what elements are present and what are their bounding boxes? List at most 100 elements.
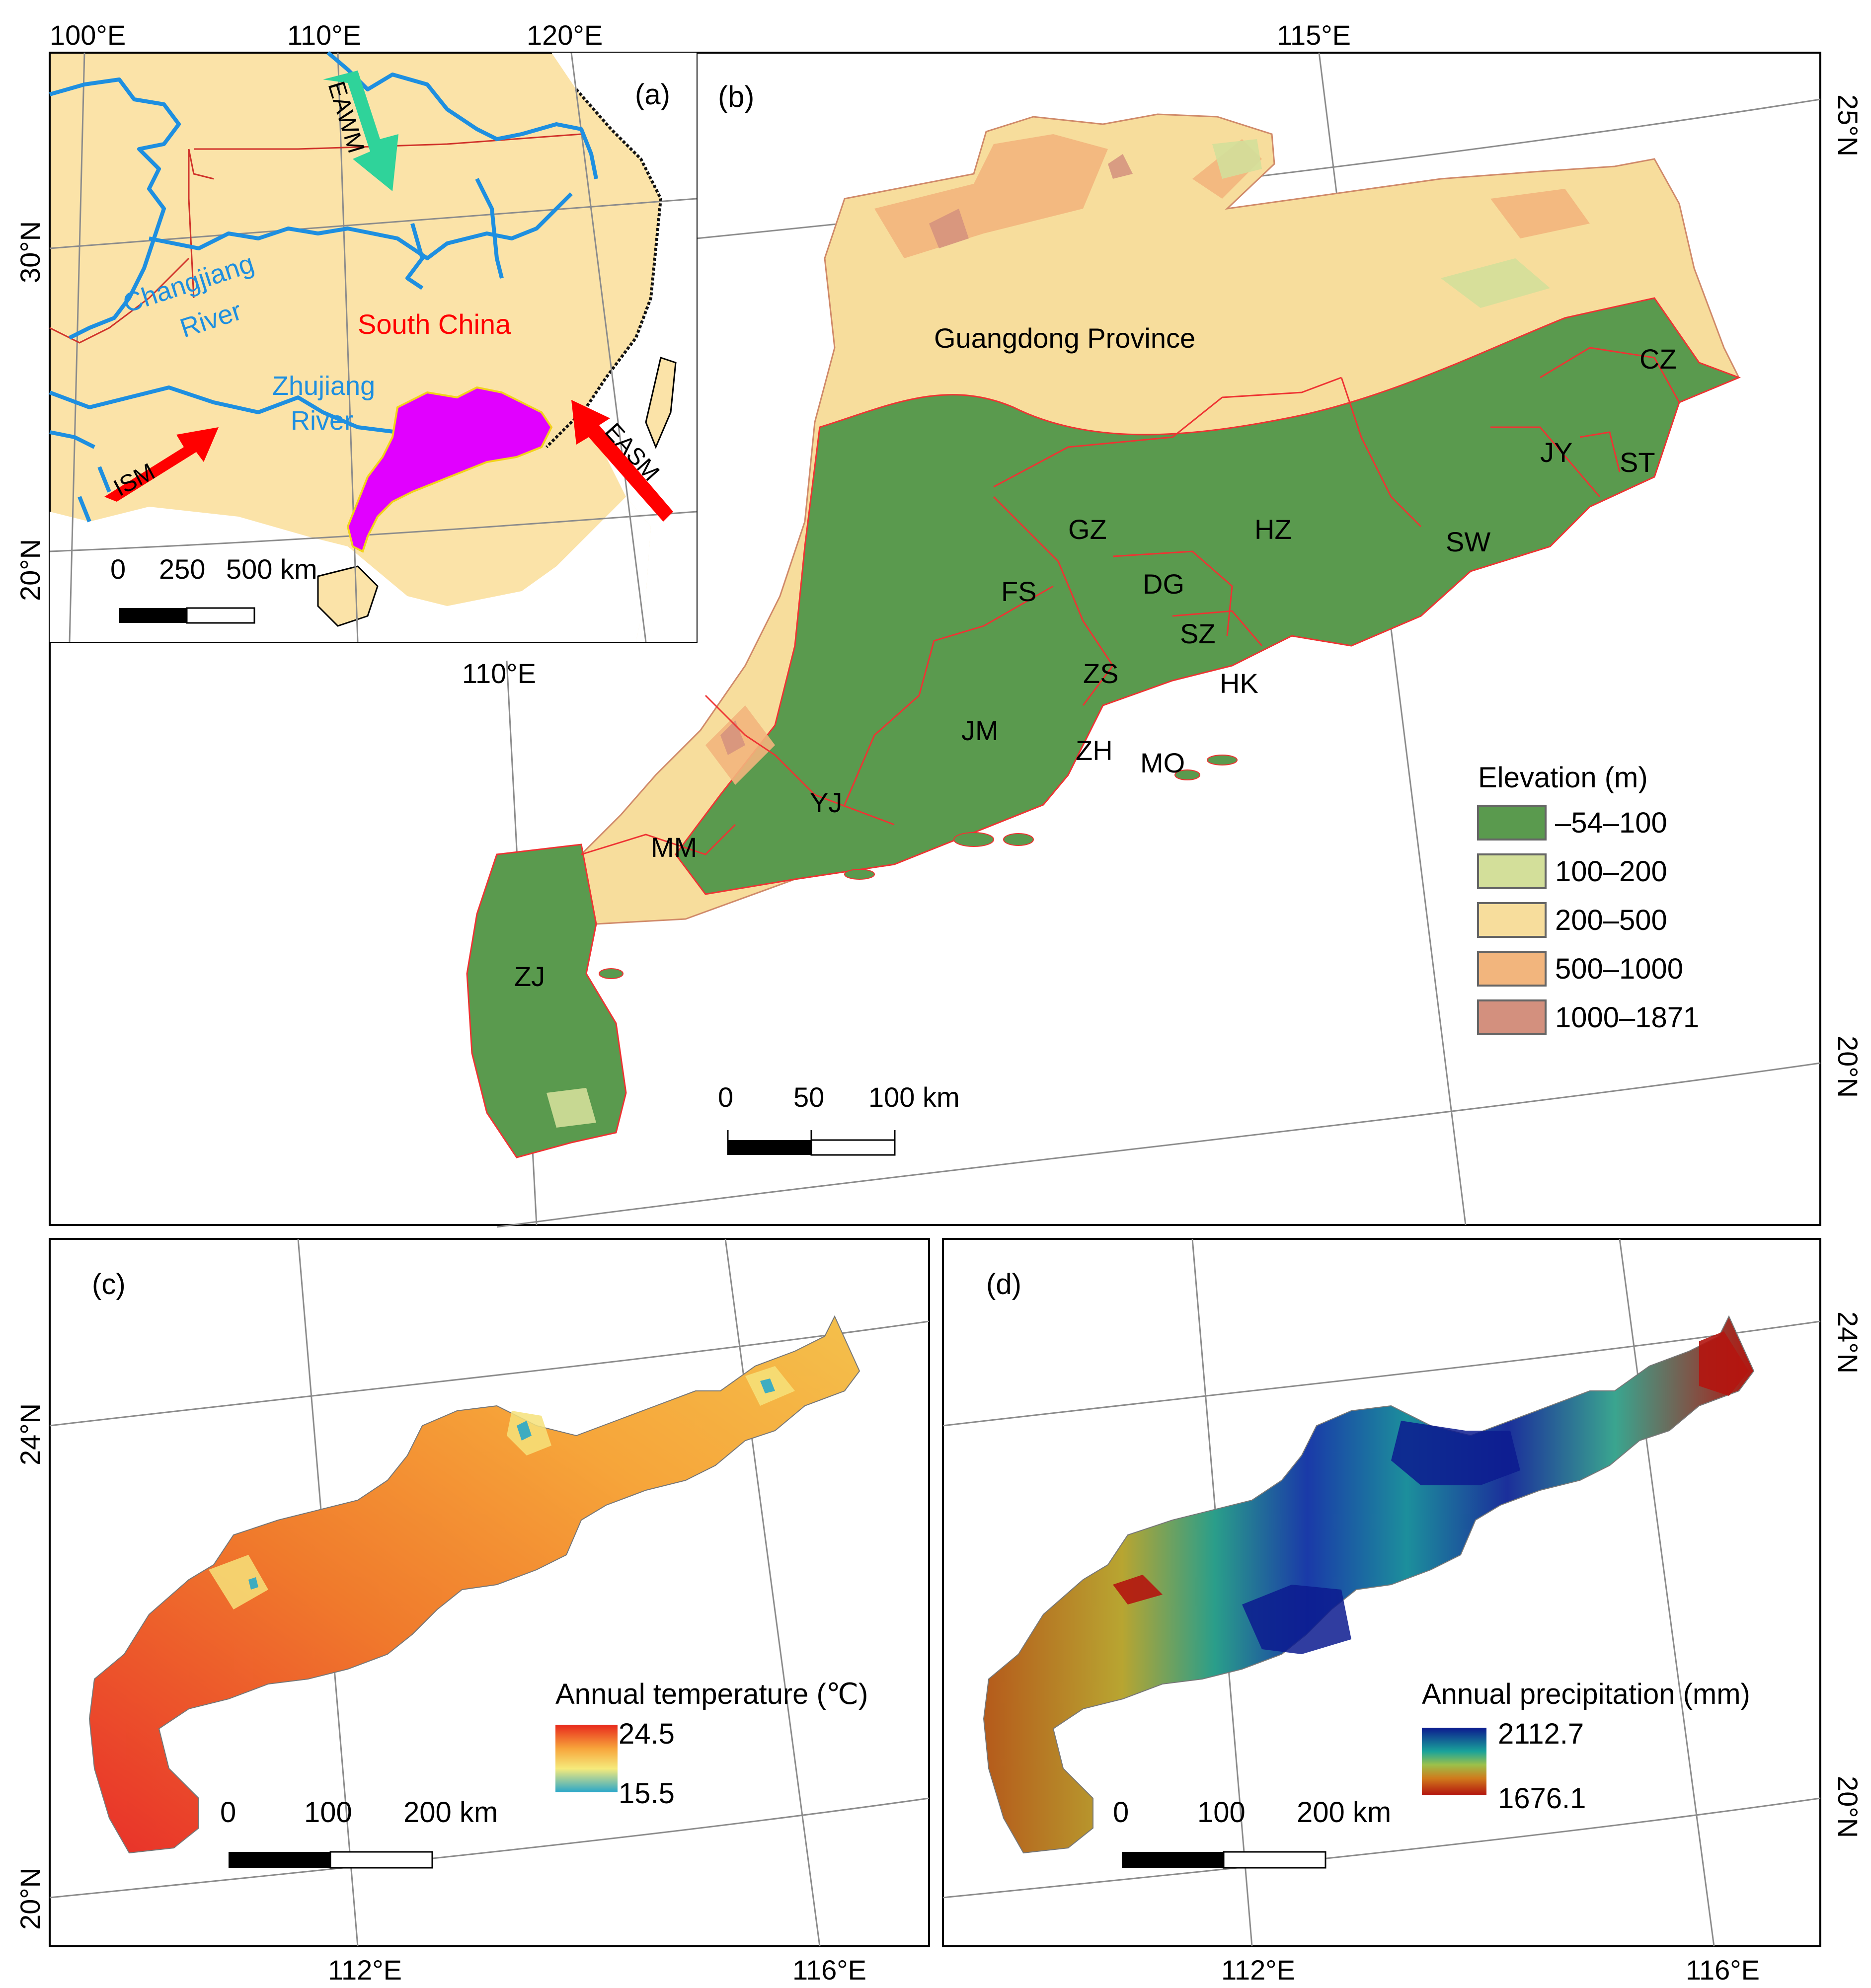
islands: [599, 755, 1238, 979]
scale-b-0: 0: [718, 1081, 733, 1113]
city-label-jm: JM: [961, 715, 999, 746]
panel-c-graticule: [49, 1238, 930, 1947]
panel-a-lon-120: 120°E: [527, 19, 603, 51]
city-labels: CZ JY ST SW HZ GZ DG FS SZ ZS HK JM ZH M…: [514, 343, 1677, 992]
temperature-colorbar: [555, 1725, 618, 1792]
eawm-arrow: [323, 71, 398, 191]
elevation-swatch-1: [1477, 853, 1547, 889]
city-label-jy: JY: [1540, 437, 1572, 468]
elevation-swatch-2: [1477, 902, 1547, 938]
changjiang-river: [149, 192, 573, 260]
panel-b: (b) 115°E Guangdong Province 25°N 20°N C…: [49, 19, 1864, 1228]
city-label-dg: DG: [1143, 568, 1184, 600]
scale-b-100: 100 km: [868, 1081, 960, 1113]
taiwan-island: [645, 357, 677, 449]
city-label-zj: ZJ: [514, 961, 545, 992]
ism-arrow: [104, 427, 219, 502]
hainan-island: [317, 565, 379, 627]
province-lowlands: [675, 297, 1741, 895]
scale-b-50: 50: [793, 1081, 824, 1113]
scale-d-0: 0: [1113, 1796, 1129, 1829]
panel-d-scale-bar: 0 100 200 km: [1113, 1796, 1391, 1869]
precipitation-wettest-areas: [1242, 1421, 1520, 1654]
panel-a-lat-20: 20°N: [14, 539, 46, 601]
elevation-legend-label-4: 1000–1871: [1555, 1001, 1699, 1034]
guangdong-map: [466, 113, 1741, 1158]
city-label-yj: YJ: [810, 787, 842, 818]
elevation-legend: Elevation (m) –54–100 100–200 200–500 500–1…: [1477, 762, 1699, 1035]
panel-b-scale-bar: 0 50 100 km: [718, 1081, 960, 1156]
south-china-label: South China: [358, 308, 511, 340]
city-label-cz: CZ: [1639, 343, 1677, 375]
panel-c-label: (c): [92, 1268, 126, 1300]
panel-a-bottom-lon: 110°E: [462, 658, 536, 689]
panel-c-lon-112: 112°E: [328, 1954, 402, 1986]
panel-b-lat-25: 25°N: [1832, 94, 1864, 156]
city-label-hk: HK: [1220, 668, 1258, 699]
guangdong-highlight: [346, 386, 553, 553]
scale-a-250: 250: [159, 553, 205, 585]
panel-c-scale-bar: 0 100 200 km: [220, 1796, 498, 1869]
scale-d-100: 100: [1197, 1796, 1246, 1829]
panel-b-label: (b): [718, 80, 754, 113]
elevation-swatch-3: [1477, 951, 1547, 987]
elevation-swatch-4: [1477, 999, 1547, 1035]
panel-d: (d) 24°N 20°N 112°E 116°E Annual precipi…: [942, 1238, 1864, 1986]
scale-b-black: [728, 1140, 811, 1155]
sea: [551, 53, 697, 642]
panel-d-lat-24: 24°N: [1832, 1311, 1864, 1374]
panel-a-lon-100: 100°E: [50, 19, 126, 51]
panel-c-lon-116: 116°E: [792, 1954, 866, 1986]
city-label-st: ST: [1620, 447, 1655, 478]
panel-c-lat-24: 24°N: [14, 1403, 46, 1465]
zhujiang-label-2: River: [291, 406, 353, 436]
scale-b-white: [810, 1139, 896, 1156]
city-label-gz: GZ: [1068, 514, 1107, 545]
zhujiang-label-1: Zhujiang: [272, 371, 375, 401]
city-label-sz: SZ: [1180, 618, 1216, 649]
city-label-mo: MO: [1140, 747, 1185, 778]
scale-c-100: 100: [304, 1796, 352, 1829]
city-label-sw: SW: [1446, 526, 1490, 557]
precipitation-legend-title: Annual precipitation (mm): [1422, 1678, 1750, 1710]
elevation-legend-label-0: –54–100: [1555, 807, 1667, 839]
scale-c-0: 0: [220, 1796, 236, 1829]
city-label-fs: FS: [1001, 576, 1037, 607]
panel-d-lon-112: 112°E: [1221, 1954, 1295, 1986]
precipitation-map: [983, 1315, 1755, 1854]
city-label-zh: ZH: [1076, 735, 1113, 766]
scale-a-500: 500 km: [226, 553, 317, 585]
panel-d-lon-116: 116°E: [1686, 1954, 1760, 1986]
elevation-legend-title: Elevation (m): [1478, 762, 1648, 794]
city-label-mm: MM: [651, 832, 697, 863]
precipitation-legend-min: 1676.1: [1498, 1782, 1586, 1815]
elevation-legend-label-2: 200–500: [1555, 904, 1667, 936]
temperature-legend-title: Annual temperature (℃): [555, 1678, 868, 1710]
panel-c-lat-20: 20°N: [14, 1868, 46, 1930]
zj-peninsula: [466, 843, 627, 1158]
scale-c-200: 200 km: [403, 1796, 498, 1829]
panel-d-lat-20: 20°N: [1832, 1776, 1864, 1838]
city-label-hz: HZ: [1254, 514, 1292, 545]
panel-a-label: (a): [635, 78, 670, 111]
panel-a-scale-bar: [119, 607, 255, 624]
easm-arrow: [571, 400, 673, 522]
panel-d-label: (d): [986, 1268, 1021, 1300]
panel-a-graticule: [49, 52, 697, 642]
scale-d-200: 200 km: [1297, 1796, 1391, 1829]
elevation-swatch-0: [1477, 805, 1547, 841]
precipitation-colorbar: [1422, 1728, 1486, 1795]
coastline: [545, 88, 663, 449]
panel-b-top-lon: 115°E: [1277, 19, 1351, 51]
temperature-map: [88, 1315, 860, 1854]
temperature-legend-max: 24.5: [619, 1718, 675, 1750]
high-mountains: [705, 134, 1590, 785]
panel-a: (a) 100°E 110°E 120°E 30°N 20°N 110°E So…: [14, 19, 698, 689]
city-boundaries: [581, 347, 1680, 855]
panel-a-lat-30: 30°N: [14, 221, 46, 283]
panel-d-graticule: [942, 1238, 1821, 1947]
precipitation-legend-max: 2112.7: [1498, 1718, 1584, 1750]
elevation-legend-label-1: 100–200: [1555, 855, 1667, 888]
elevation-legend-label-3: 500–1000: [1555, 953, 1683, 985]
